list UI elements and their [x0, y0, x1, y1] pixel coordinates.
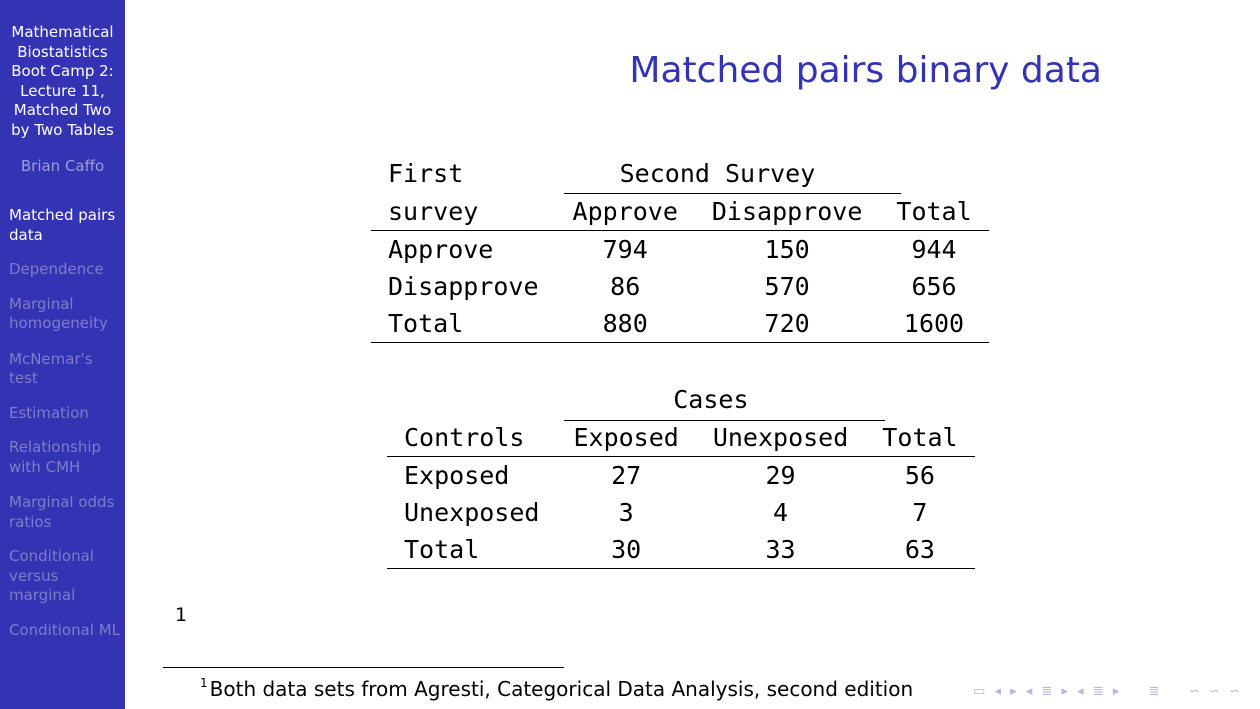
cell-value: 56 — [904, 460, 935, 490]
column-header: Approve — [555, 192, 695, 231]
frame-title: Matched pairs binary data — [629, 50, 1102, 91]
cell-value: 794 — [602, 234, 648, 264]
column-header: Disapprove — [694, 192, 880, 231]
search-icon[interactable]: ∽ — [1208, 684, 1221, 699]
sidebar-item-relationship-with-cmh[interactable]: Relationship with CMH — [9, 438, 102, 476]
row-label: Total — [371, 305, 556, 343]
document-icon[interactable]: ≣ — [1148, 684, 1161, 699]
cell-value: 944 — [911, 234, 957, 264]
row-label: Total — [387, 531, 557, 569]
cell-value: 656 — [911, 271, 957, 301]
table-row: Total 30 33 63 — [387, 531, 975, 569]
footnote-marker: 1 — [175, 604, 188, 626]
next-subsection-icon[interactable]: ▸ — [1061, 684, 1070, 699]
row-header: Controls — [387, 418, 557, 457]
sidebar-item-marginal-odds-ratios[interactable]: Marginal odds ratios — [9, 493, 115, 531]
column-header: Unexposed — [695, 418, 866, 457]
row-header-top: First — [388, 159, 464, 189]
survey-table: First Second Survey survey Approve Disap… — [371, 155, 989, 343]
next-frame-icon[interactable]: ▸ — [1010, 684, 1018, 699]
subsection-icon[interactable]: ≣ — [1041, 684, 1054, 699]
cell-value: 570 — [764, 271, 810, 301]
prev-subsection-icon[interactable]: ◂ — [1025, 684, 1034, 699]
table-row: Unexposed 3 4 7 — [387, 494, 975, 532]
sidebar-lecture-title[interactable]: Mathematical Biostatistics Boot Camp 2: … — [11, 23, 114, 139]
frame-icon[interactable]: ▭ — [973, 684, 987, 699]
next-section-icon[interactable]: ▸ — [1112, 684, 1121, 699]
row-header-bottom: survey — [371, 192, 556, 231]
sidebar: Mathematical Biostatistics Boot Camp 2: … — [0, 0, 125, 709]
sidebar-item-mcnemars-test[interactable]: McNemar's test — [9, 349, 93, 388]
row-label: Unexposed — [404, 497, 540, 527]
cell-value: 1600 — [879, 305, 989, 343]
forward-icon[interactable]: ∽ — [1228, 684, 1241, 699]
cell-value: 720 — [694, 305, 880, 343]
cell-value: 880 — [555, 305, 695, 343]
cell-value: 29 — [765, 460, 796, 490]
cell-value: 7 — [912, 497, 928, 527]
sidebar-item-conditional-ml[interactable]: Conditional ML — [9, 620, 121, 639]
cell-value: 63 — [865, 531, 975, 569]
prev-frame-icon[interactable]: ◂ — [994, 684, 1002, 699]
column-header: Total — [865, 418, 975, 457]
column-header: Total — [879, 192, 989, 231]
back-icon[interactable]: ∽ — [1188, 684, 1201, 699]
section-icon[interactable]: ≣ — [1092, 684, 1105, 699]
prev-section-icon[interactable]: ◂ — [1077, 684, 1085, 699]
case-control-table: Cases Controls Exposed Unexposed Total E… — [387, 381, 975, 569]
span-header-rule — [564, 420, 885, 421]
table-row: Disapprove 86 570 656 — [371, 268, 989, 306]
row-label: Exposed — [404, 460, 510, 490]
cell-value: 33 — [695, 531, 866, 569]
cell-value: 27 — [611, 460, 642, 490]
sidebar-item-matched-pairs-data[interactable]: Matched pairs data — [9, 206, 116, 244]
span-header: Cases — [673, 385, 749, 415]
row-label: Approve — [388, 234, 494, 264]
cell-value: 4 — [773, 497, 789, 527]
cell-value: 30 — [556, 531, 696, 569]
cell-value: 3 — [618, 497, 634, 527]
row-label: Disapprove — [388, 271, 539, 301]
sidebar-item-dependence[interactable]: Dependence — [9, 260, 104, 278]
sidebar-item-estimation[interactable]: Estimation — [9, 403, 89, 422]
sidebar-section-nav: Matched pairs data Dependence Marginal h… — [9, 206, 121, 640]
cell-value: 150 — [764, 234, 810, 264]
sidebar-item-marginal-homogeneity[interactable]: Marginal homogeneity — [9, 294, 108, 333]
table-row: Total 880 720 1600 — [371, 305, 989, 343]
cell-value: 86 — [610, 271, 641, 301]
table-row: Exposed 27 29 56 — [387, 456, 975, 494]
table-row: Approve 794 150 944 — [371, 230, 989, 268]
footnote-text: 1 Both data sets from Agresti, Categorica… — [200, 676, 913, 701]
sidebar-author[interactable]: Brian Caffo — [20, 157, 105, 175]
footnote-rule — [163, 667, 564, 668]
footnote-body: Both data sets from Agresti, Categorical… — [209, 677, 914, 701]
span-header-rule — [564, 193, 901, 194]
footnote-superscript: 1 — [200, 676, 208, 690]
navigation-symbols: ▭ ◂ ▸ ◂ ≣ ▸ ◂ ≣ ▸ ≣ ∽ ∽ ∽ — [973, 684, 1244, 699]
column-header: Exposed — [556, 418, 696, 457]
sidebar-item-conditional-versus-marginal[interactable]: Conditional versus marginal — [9, 547, 94, 604]
span-header: Second Survey — [619, 159, 816, 189]
